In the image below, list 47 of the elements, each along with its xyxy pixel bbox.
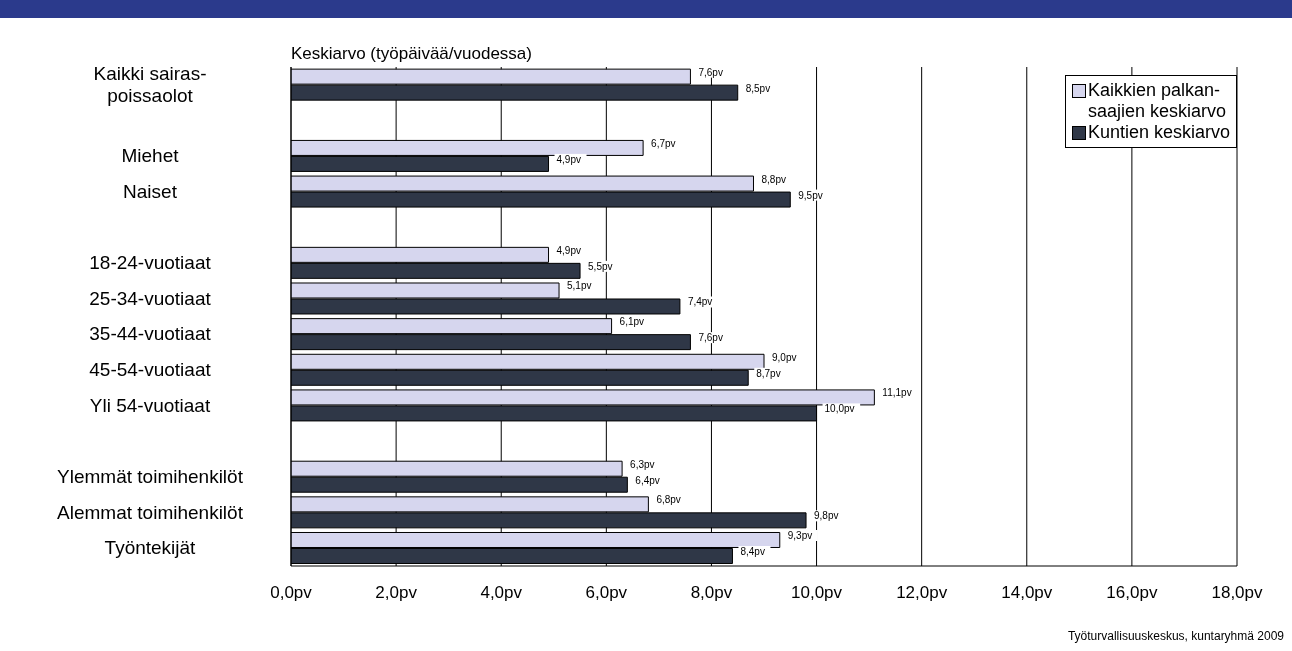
x-tick-label: 18,0pv — [1211, 583, 1264, 603]
y-tick-label: 45-54-vuotiaat — [89, 358, 212, 380]
data-label: 9,5pv — [798, 189, 823, 201]
y-tick-label: 25-34-vuotiaat — [89, 287, 212, 309]
x-tick-label: 4,0pv — [480, 583, 523, 603]
data-label: 11,1pv — [882, 387, 912, 399]
data-label: 4,9pv — [556, 153, 581, 165]
data-label: 8,7pv — [756, 367, 781, 379]
data-label: 7,6pv — [698, 332, 723, 344]
x-tick-label: 8,0pv — [690, 583, 733, 603]
legend-label: Kuntien keskiarvo — [1087, 122, 1230, 143]
data-label: 6,4pv — [635, 474, 660, 486]
x-tick-label: 2,0pv — [375, 583, 418, 603]
x-tick-label: 12,0pv — [896, 583, 948, 603]
y-tick-label: Työntekijät — [104, 537, 197, 559]
data-label: 9,8pv — [814, 510, 839, 522]
data-label: 5,1pv — [567, 280, 592, 292]
y-tick-label: Yli 54-vuotiaat — [89, 394, 211, 416]
data-label: 7,4pv — [687, 296, 713, 308]
data-label: 10,0pv — [824, 403, 855, 415]
data-label: 8,8pv — [761, 173, 786, 185]
x-tick-label: 10,0pv — [791, 583, 843, 603]
chart-title: Keskiarvo (työpäivää/vuodessa) — [291, 44, 532, 64]
y-tick-label: 18-24-vuotiaat — [89, 252, 212, 274]
x-tick-label: 6,0pv — [585, 583, 628, 603]
x-tick-label: 14,0pv — [1001, 583, 1053, 603]
data-label: 7,6pv — [698, 66, 723, 78]
data-label: 8,4pv — [740, 546, 765, 557]
x-tick-label: 16,0pv — [1106, 583, 1158, 603]
data-label: 9,0pv — [772, 351, 797, 363]
text: Työturvallisuuskeskus, kuntaryhmä 2009 — [1067, 629, 1284, 643]
y-tick-label: Naiset — [123, 180, 178, 202]
data-label: 8,5pv — [745, 82, 771, 94]
y-tick-label: Ylemmät toimihenkilöt — [57, 465, 244, 487]
legend-label: Kaikkien palkan- saajien keskiarvo — [1087, 80, 1226, 122]
data-label: 5,5pv — [588, 260, 613, 272]
data-label: 6,8pv — [656, 494, 681, 506]
data-label: 4,9pv — [556, 244, 581, 256]
y-tick-label: Alemmat toimihenkilöt — [57, 501, 244, 523]
data-label: 6,1pv — [619, 316, 645, 328]
y-tick-label: Miehet — [121, 145, 180, 167]
x-tick-label: 0,0pv — [270, 583, 313, 603]
y-tick-label: 35-44-vuotiaat — [89, 323, 212, 345]
data-label: 6,3pv — [630, 458, 655, 470]
y-tick-label: Kaikki sairas- poissaolot — [93, 62, 207, 106]
data-label: 9,3pv — [787, 530, 813, 541]
data-label: 6,7pv — [651, 137, 676, 149]
